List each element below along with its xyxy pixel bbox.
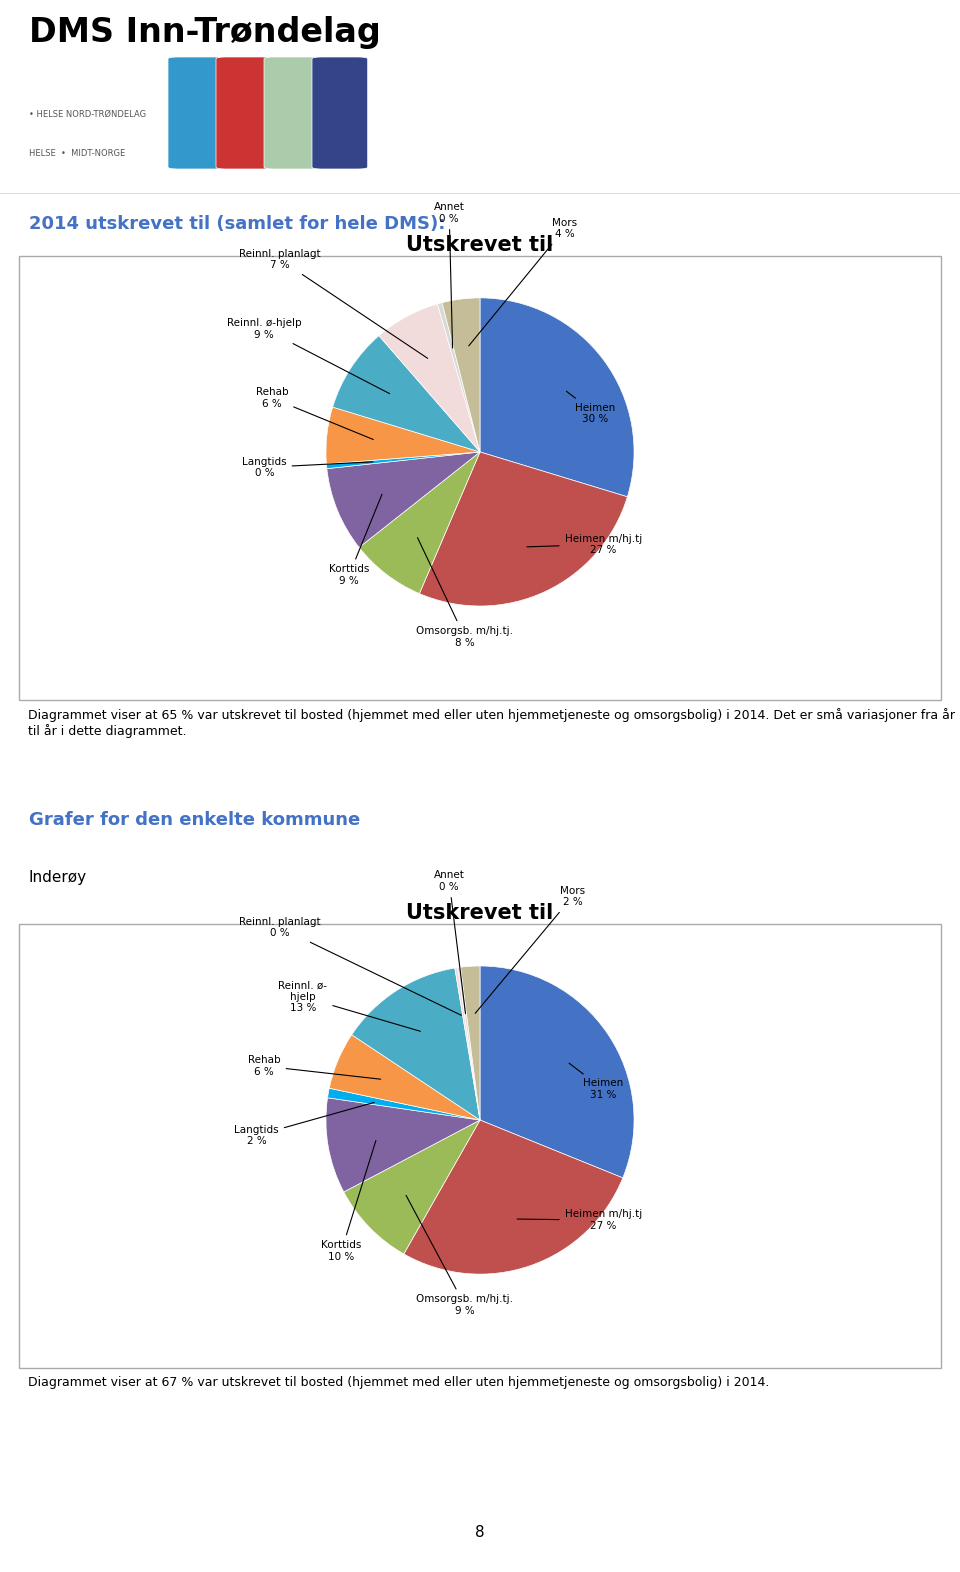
- Wedge shape: [329, 1034, 480, 1119]
- Wedge shape: [327, 1088, 480, 1119]
- FancyBboxPatch shape: [312, 57, 368, 168]
- Text: Reinnl. planlagt
7 %: Reinnl. planlagt 7 %: [239, 248, 427, 358]
- Text: Omsorgsb. m/hj.tj.
9 %: Omsorgsb. m/hj.tj. 9 %: [406, 1195, 513, 1316]
- Wedge shape: [326, 1097, 480, 1192]
- Text: Diagrammet viser at 65 % var utskrevet til bosted (hjemmet med eller uten hjemme: Diagrammet viser at 65 % var utskrevet t…: [29, 707, 955, 737]
- Text: DMS Inn-Trøndelag: DMS Inn-Trøndelag: [29, 16, 380, 49]
- FancyBboxPatch shape: [19, 256, 941, 700]
- Text: 8: 8: [475, 1525, 485, 1541]
- Text: Inderøy: Inderøy: [29, 869, 87, 885]
- Text: Reinnl. ø-hjelp
9 %: Reinnl. ø-hjelp 9 %: [227, 318, 390, 393]
- Text: Diagrammet viser at 67 % var utskrevet til bosted (hjemmet med eller uten hjemme: Diagrammet viser at 67 % var utskrevet t…: [29, 1376, 770, 1388]
- Text: Grafer for den enkelte kommune: Grafer for den enkelte kommune: [29, 811, 360, 828]
- Wedge shape: [326, 453, 480, 547]
- Wedge shape: [326, 407, 480, 464]
- Title: Utskrevet til: Utskrevet til: [406, 236, 554, 255]
- Text: Reinnl. planlagt
0 %: Reinnl. planlagt 0 %: [239, 916, 462, 1016]
- FancyBboxPatch shape: [19, 924, 941, 1368]
- FancyBboxPatch shape: [264, 57, 320, 168]
- Wedge shape: [404, 1119, 623, 1273]
- Wedge shape: [344, 1119, 480, 1254]
- Wedge shape: [458, 967, 480, 1119]
- Text: Annet
0 %: Annet 0 %: [434, 203, 465, 347]
- Wedge shape: [442, 297, 480, 453]
- Title: Utskrevet til: Utskrevet til: [406, 904, 554, 923]
- FancyBboxPatch shape: [216, 57, 272, 168]
- Wedge shape: [379, 303, 480, 453]
- Wedge shape: [359, 453, 480, 594]
- Text: Reinnl. ø-
hjelp
13 %: Reinnl. ø- hjelp 13 %: [278, 981, 420, 1031]
- Wedge shape: [420, 453, 628, 605]
- Text: • HELSE NORD-TRØNDELAG: • HELSE NORD-TRØNDELAG: [29, 110, 146, 118]
- Text: Rehab
6 %: Rehab 6 %: [255, 387, 373, 440]
- Text: Mors
4 %: Mors 4 %: [468, 219, 577, 346]
- Text: HELSE  •  MIDT-NORGE: HELSE • MIDT-NORGE: [29, 149, 125, 157]
- Text: Heimen
31 %: Heimen 31 %: [569, 1063, 623, 1100]
- Wedge shape: [455, 968, 480, 1119]
- Text: Korttids
10 %: Korttids 10 %: [322, 1140, 376, 1262]
- Text: Korttids
9 %: Korttids 9 %: [329, 494, 382, 586]
- Text: Mors
2 %: Mors 2 %: [475, 887, 585, 1014]
- Text: Rehab
6 %: Rehab 6 %: [248, 1055, 381, 1080]
- Text: Langtids
2 %: Langtids 2 %: [234, 1102, 374, 1146]
- Wedge shape: [461, 965, 480, 1119]
- Text: Omsorgsb. m/hj.tj.
8 %: Omsorgsb. m/hj.tj. 8 %: [416, 538, 513, 648]
- Wedge shape: [438, 303, 480, 453]
- Text: Heimen m/hj.tj
27 %: Heimen m/hj.tj 27 %: [517, 1209, 642, 1231]
- Text: Langtids
0 %: Langtids 0 %: [242, 456, 372, 478]
- FancyBboxPatch shape: [168, 57, 224, 168]
- Text: Annet
0 %: Annet 0 %: [434, 871, 466, 1014]
- Text: Heimen
30 %: Heimen 30 %: [566, 391, 615, 424]
- Wedge shape: [332, 336, 480, 453]
- Wedge shape: [351, 968, 480, 1119]
- Text: Heimen m/hj.tj
27 %: Heimen m/hj.tj 27 %: [527, 533, 642, 555]
- Wedge shape: [480, 297, 634, 497]
- Wedge shape: [326, 453, 480, 468]
- Wedge shape: [480, 965, 634, 1177]
- Text: 2014 utskrevet til (samlet for hele DMS):: 2014 utskrevet til (samlet for hele DMS)…: [29, 215, 445, 233]
